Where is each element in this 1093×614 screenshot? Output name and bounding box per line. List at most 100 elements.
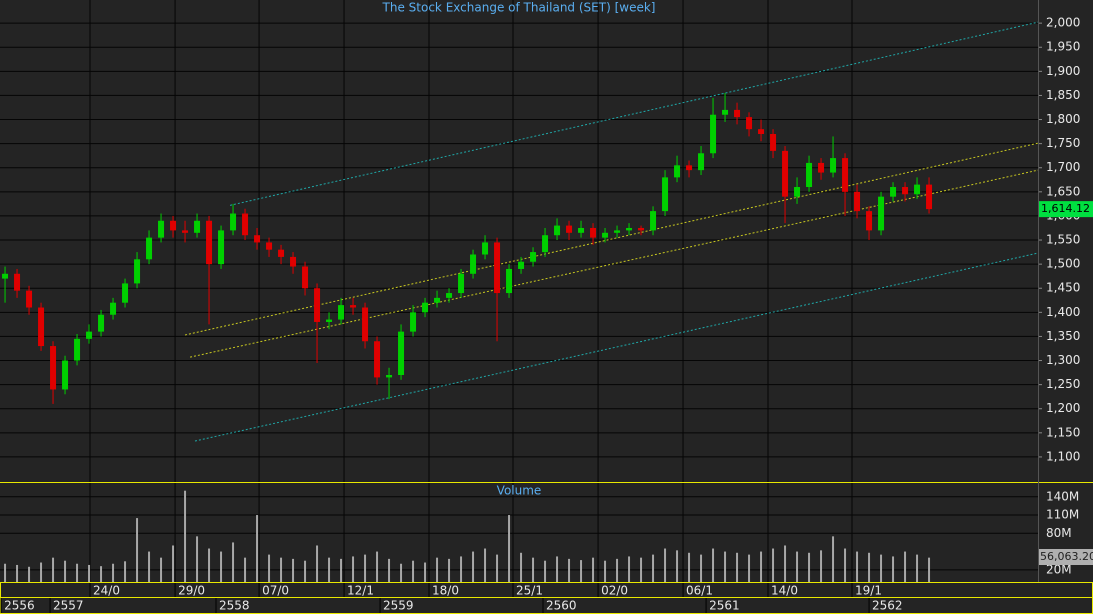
volume-bar bbox=[208, 548, 211, 582]
candle-body bbox=[674, 165, 681, 178]
volume-bar bbox=[76, 563, 79, 582]
last-price-label: 1,614.12 bbox=[1041, 202, 1090, 215]
volume-bar bbox=[916, 554, 919, 582]
volume-bar bbox=[664, 548, 667, 582]
volume-bar bbox=[616, 558, 619, 582]
last-volume-label: 56,063.20 bbox=[1040, 550, 1093, 563]
y2-tick-label: 110M bbox=[1046, 508, 1079, 522]
candle-body bbox=[866, 211, 873, 231]
candle-body bbox=[806, 162, 813, 188]
volume-bar bbox=[328, 557, 331, 582]
chart-title: The Stock Exchange of Thailand (SET) [we… bbox=[382, 1, 656, 15]
year-tick-label: 2562 bbox=[872, 599, 903, 613]
year-tick-label: 2560 bbox=[546, 599, 577, 613]
volume-bar bbox=[928, 557, 931, 582]
candle-body bbox=[446, 293, 453, 298]
x-tick-label: 06/1 bbox=[686, 584, 713, 598]
candle-body bbox=[242, 213, 249, 236]
volume-bar bbox=[808, 552, 811, 582]
candle-body bbox=[374, 341, 381, 378]
candle-body bbox=[734, 109, 741, 118]
candle-body bbox=[434, 297, 441, 303]
candle-body bbox=[686, 165, 693, 171]
candle-body bbox=[194, 220, 201, 233]
year-tick-label: 2561 bbox=[709, 599, 740, 613]
year-tick-label: 2558 bbox=[219, 599, 250, 613]
candle-body bbox=[878, 196, 885, 231]
volume-bar bbox=[400, 563, 403, 582]
volume-bar bbox=[352, 556, 355, 582]
marks bbox=[2, 21, 1039, 582]
year-tick-label: 2557 bbox=[53, 599, 84, 613]
volume-bar bbox=[112, 563, 115, 582]
candle-body bbox=[722, 109, 729, 115]
candle-body bbox=[266, 242, 273, 250]
candle-body bbox=[542, 235, 549, 253]
candle-body bbox=[650, 211, 657, 231]
candle-body bbox=[890, 187, 897, 197]
candle-body bbox=[926, 184, 933, 210]
y2-tick-label: 80M bbox=[1046, 526, 1072, 540]
volume-bar bbox=[160, 557, 163, 582]
trendline bbox=[184, 142, 1039, 336]
volume-bar bbox=[40, 562, 43, 582]
volume-bar bbox=[784, 545, 787, 582]
x-tick-label: 29/0 bbox=[178, 584, 205, 598]
volume-bar bbox=[712, 548, 715, 582]
volume-bar bbox=[568, 558, 571, 582]
year-tick-label: 2559 bbox=[383, 599, 414, 613]
volume-bar bbox=[796, 551, 799, 582]
candle-body bbox=[158, 220, 165, 238]
volume-bar bbox=[16, 564, 19, 582]
candle-body bbox=[422, 302, 429, 313]
candle-body bbox=[110, 302, 117, 315]
volume-bar bbox=[64, 560, 67, 582]
y-tick-label: 1,150 bbox=[1046, 425, 1080, 439]
volume-bar bbox=[736, 552, 739, 582]
candle-body bbox=[842, 158, 849, 192]
candle-body bbox=[818, 162, 825, 173]
y-tick-label: 1,850 bbox=[1046, 88, 1080, 102]
candle-body bbox=[782, 150, 789, 197]
candle-body bbox=[398, 331, 405, 375]
y-tick-label: 1,550 bbox=[1046, 233, 1080, 247]
volume-bar bbox=[184, 490, 187, 582]
candle-body bbox=[710, 114, 717, 154]
candle-body bbox=[566, 225, 573, 233]
candle-body bbox=[758, 129, 765, 134]
volume-bar bbox=[376, 551, 379, 582]
y-tick-label: 1,900 bbox=[1046, 64, 1080, 78]
volume-bar bbox=[640, 557, 643, 582]
candle-body bbox=[290, 256, 297, 267]
volume-bar bbox=[700, 554, 703, 582]
candle-body bbox=[614, 230, 621, 233]
y2-tick-label: 20M bbox=[1046, 562, 1072, 576]
volume-bar bbox=[724, 551, 727, 582]
volume-bar bbox=[760, 551, 763, 582]
volume-bar bbox=[52, 557, 55, 582]
candle-body bbox=[530, 252, 537, 262]
candle-body bbox=[338, 305, 345, 320]
y-tick-label: 1,300 bbox=[1046, 353, 1080, 367]
volume-bar bbox=[232, 542, 235, 582]
volume-bar bbox=[652, 554, 655, 582]
candle-body bbox=[26, 290, 33, 308]
volume-bar bbox=[220, 551, 223, 582]
volume-bar bbox=[244, 557, 247, 582]
year-tick-label: 2556 bbox=[4, 599, 35, 613]
y-tick-label: 1,700 bbox=[1046, 160, 1080, 174]
x-tick-label: 14/0 bbox=[771, 584, 798, 598]
candle-body bbox=[326, 319, 333, 322]
volume-bar bbox=[688, 552, 691, 582]
y-tick-label: 1,750 bbox=[1046, 136, 1080, 150]
volume-bar bbox=[88, 564, 91, 582]
candle-body bbox=[170, 220, 177, 231]
volume-bar bbox=[124, 561, 127, 582]
y-tick-label: 1,350 bbox=[1046, 329, 1080, 343]
candle-body bbox=[278, 249, 285, 257]
trendline bbox=[189, 169, 1039, 358]
candle-body bbox=[914, 184, 921, 195]
last-volume-box bbox=[1039, 549, 1093, 565]
last-price-box bbox=[1039, 201, 1093, 218]
